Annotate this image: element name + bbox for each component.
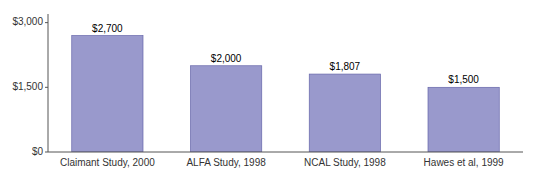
- x-axis-line: [48, 152, 523, 153]
- bars: [72, 36, 500, 152]
- data-label: $2,000: [211, 53, 242, 64]
- data-label: $2,700: [92, 23, 123, 34]
- y-tick: [45, 152, 48, 153]
- y-tick-label: $1,500: [12, 81, 43, 92]
- bar: [72, 36, 143, 152]
- x-tick-label: NCAL Study, 1998: [304, 157, 386, 168]
- y-axis-line: [48, 14, 49, 152]
- data-label: $1,807: [330, 61, 361, 72]
- y-tick-label: $3,000: [12, 16, 43, 27]
- x-tick-label: Hawes et al, 1999: [424, 157, 504, 168]
- x-tick-label: Claimant Study, 2000: [60, 157, 155, 168]
- chart: $0 $1,500 $3,000 Claimant Study, 2000 ALFA S…: [0, 0, 533, 174]
- y-tick: [45, 87, 48, 88]
- bar: [428, 87, 499, 152]
- y-tick: [45, 22, 48, 23]
- bar: [191, 66, 262, 152]
- data-label: $1,500: [448, 74, 479, 85]
- bar: [309, 74, 380, 152]
- y-tick-label: $0: [32, 146, 44, 157]
- x-tick-label: ALFA Study, 1998: [186, 157, 266, 168]
- chart-container: $0 $1,500 $3,000 Claimant Study, 2000 ALFA S…: [0, 0, 533, 174]
